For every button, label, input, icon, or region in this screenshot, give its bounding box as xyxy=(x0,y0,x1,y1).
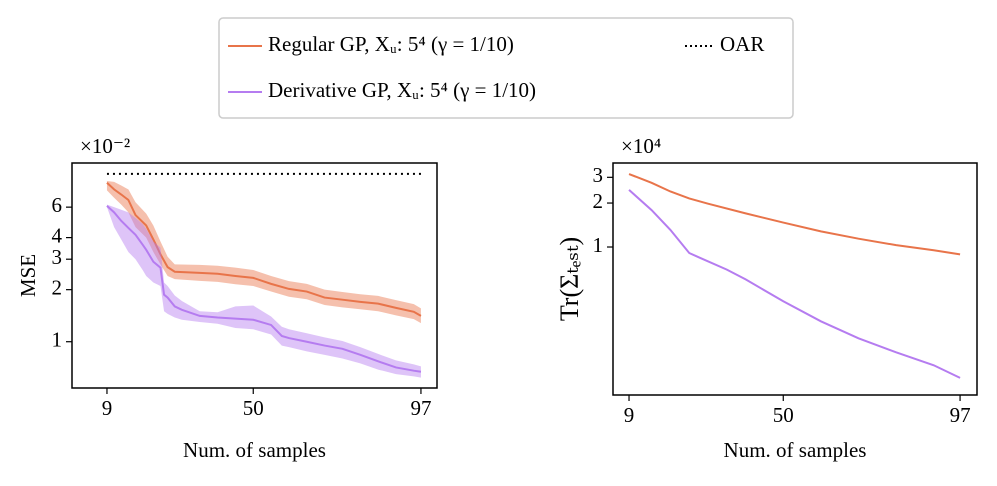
y-axis-label: Tr(Σₜₑₛₜ) xyxy=(555,237,584,321)
axis-multiplier: ×10⁻² xyxy=(80,134,130,158)
x-tick-label: 50 xyxy=(773,403,794,427)
confidence-band xyxy=(106,204,421,378)
series-line xyxy=(106,205,422,373)
y-tick-label: 2 xyxy=(52,275,63,299)
y-axis-label: MSE xyxy=(16,254,40,297)
legend-label: OAR xyxy=(720,32,764,56)
axis-multiplier: ×10⁴ xyxy=(621,134,661,158)
legend-label: Derivative GP, Xᵤ: 5⁴ (γ = 1/10) xyxy=(268,78,536,102)
y-tick-label: 1 xyxy=(593,233,604,257)
series-line xyxy=(106,182,422,317)
x-tick-label: 9 xyxy=(624,403,635,427)
y-tick-label: 6 xyxy=(52,193,63,217)
y-tick-label: 1 xyxy=(52,328,63,352)
x-tick-label: 97 xyxy=(950,403,971,427)
x-axis-label: Num. of samples xyxy=(724,438,867,462)
confidence-band xyxy=(106,180,421,324)
x-tick-label: 50 xyxy=(243,396,264,420)
y-tick-label: 4 xyxy=(52,223,63,247)
x-tick-label: 97 xyxy=(410,396,431,420)
axes-frame xyxy=(612,162,978,396)
x-tick-label: 9 xyxy=(102,396,113,420)
axes-frame xyxy=(71,162,438,389)
y-tick-label: 3 xyxy=(593,163,604,187)
series-line xyxy=(628,173,961,256)
y-tick-label: 3 xyxy=(52,245,63,269)
x-axis-label: Num. of samples xyxy=(183,438,326,462)
legend-box xyxy=(218,17,794,119)
series-line xyxy=(628,189,961,379)
y-tick-label: 2 xyxy=(593,189,604,213)
legend-label: Regular GP, Xᵤ: 5⁴ (γ = 1/10) xyxy=(268,32,514,56)
